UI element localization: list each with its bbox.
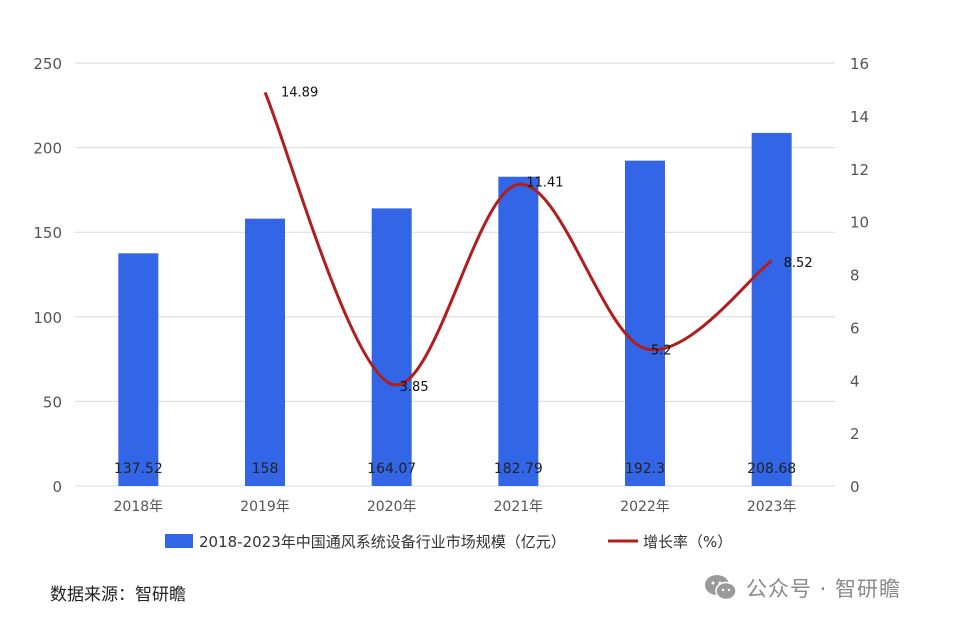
bar-data-label: 182.79 bbox=[494, 461, 543, 477]
bar bbox=[625, 160, 665, 486]
watermark: 公众号 · 智研瞻 bbox=[704, 573, 901, 603]
x-tick-label: 2023年 bbox=[747, 499, 797, 515]
bar-data-label: 137.52 bbox=[114, 461, 163, 477]
bar-data-label: 164.07 bbox=[367, 461, 416, 477]
x-tick-label: 2021年 bbox=[494, 499, 544, 515]
legend-label-line: 增长率（%） bbox=[643, 533, 732, 551]
y-right-tick-label: 12 bbox=[850, 161, 869, 179]
y-right-tick-label: 14 bbox=[850, 108, 869, 126]
line-data-label: 3.85 bbox=[400, 380, 429, 395]
bar bbox=[371, 208, 412, 486]
y-right-tick-label: 4 bbox=[850, 372, 860, 390]
x-tick-label: 2019年 bbox=[240, 499, 290, 515]
bar bbox=[751, 132, 792, 486]
bar-data-label: 192.3 bbox=[625, 461, 665, 477]
y-right-tick-label: 0 bbox=[850, 478, 860, 496]
line-data-label: 14.89 bbox=[281, 85, 318, 100]
legend-label-bar: 2018-2023年中国通风系统设备行业市场规模（亿元） bbox=[199, 533, 566, 551]
y-left-tick-label: 100 bbox=[33, 309, 62, 327]
y-right-tick-label: 10 bbox=[850, 214, 869, 232]
y-left-tick-label: 200 bbox=[33, 140, 62, 158]
bar bbox=[118, 253, 159, 486]
y-left-tick-label: 0 bbox=[52, 478, 62, 496]
x-tick-label: 2020年 bbox=[367, 499, 417, 515]
y-right-tick-label: 8 bbox=[850, 267, 860, 285]
combo-chart-svg: 0 50 100 150 200 250 0 2 4 6 8 10 12 14 16 2018年 2019年 20… bbox=[33, 55, 869, 551]
y-right-tick-label: 6 bbox=[850, 319, 860, 337]
y-right-tick-label: 16 bbox=[850, 55, 869, 73]
wechat-icon bbox=[705, 575, 737, 601]
legend-swatch-bar bbox=[165, 534, 193, 548]
line-data-label: 8.52 bbox=[784, 256, 813, 271]
bar bbox=[245, 218, 285, 486]
bar-data-label: 208.68 bbox=[747, 461, 796, 477]
x-tick-label: 2022年 bbox=[620, 499, 670, 515]
x-tick-label: 2018年 bbox=[114, 499, 164, 515]
line-data-label: 11.41 bbox=[526, 175, 563, 190]
data-source: 数据来源：智研瞻 bbox=[50, 585, 186, 605]
y-left-tick-label: 250 bbox=[33, 55, 62, 73]
watermark-text: 公众号 · 智研瞻 bbox=[746, 577, 902, 601]
bar-data-label: 158 bbox=[252, 461, 279, 477]
y-left-tick-label: 150 bbox=[33, 224, 62, 242]
growth-rate-line bbox=[263, 91, 773, 387]
y-left-tick-label: 50 bbox=[43, 393, 62, 411]
y-right-tick-label: 2 bbox=[850, 425, 860, 443]
bar bbox=[498, 176, 539, 487]
line-data-label: 5.2 bbox=[651, 344, 672, 359]
